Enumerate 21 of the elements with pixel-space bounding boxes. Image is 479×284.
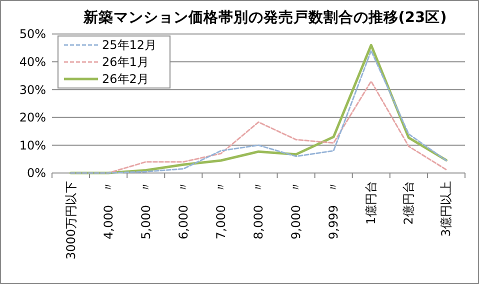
legend-label: 26年2月 [102,72,149,86]
x-tick-label: 6,000 〃 [176,181,190,240]
chart-title: 新築マンション価格帯別の発売戸数割合の推移(23区) [82,8,447,26]
x-tick-label: 2億円台 [402,181,416,225]
x-tick-label: 5,000 〃 [138,181,153,240]
y-tick-label: 40% [19,55,46,69]
y-tick-label: 10% [19,138,46,152]
x-tick-label: 8,000 〃 [252,181,266,240]
x-tick-label: 3億円以上 [439,181,454,237]
x-tick-label: 3000万円以下 [64,181,78,260]
y-tick-label: 30% [19,82,46,97]
x-tick-label: 1億円台 [364,181,378,225]
y-tick-label: 0% [26,166,46,180]
x-tick-label: 4,000 〃 [101,181,116,240]
legend-label: 25年12月 [102,38,157,52]
x-tick-label: 9,000 〃 [289,181,304,240]
legend-label: 26年1月 [102,55,149,70]
x-tick-label: 7,000 〃 [214,181,228,240]
y-tick-label: 20% [19,110,46,125]
y-tick-label: 50% [19,27,46,42]
x-tick-label: 9,999 〃 [326,181,341,240]
